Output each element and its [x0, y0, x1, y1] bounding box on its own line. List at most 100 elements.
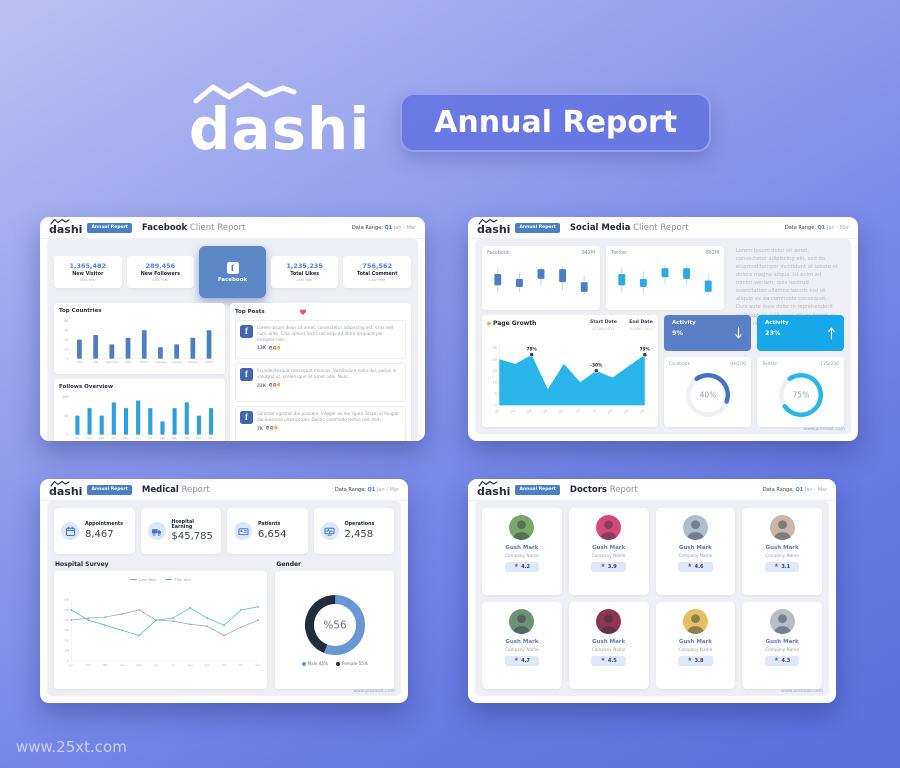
post-text: In pellentesque consequat rhoncus. Vesti…: [257, 368, 397, 379]
svg-text:Oct: Oct: [222, 663, 226, 667]
svg-text:Apr: Apr: [120, 663, 125, 667]
site-watermark: www.25xt.com: [16, 738, 127, 756]
stat-value: $45,785: [171, 531, 213, 543]
footer-link[interactable]: www.premast.com: [781, 689, 823, 694]
stat-label: Operations: [344, 522, 375, 528]
svg-text:Aug: Aug: [160, 436, 166, 440]
post-item[interactable]: f Lorem ipsum dolor sit amet, consectetur…: [235, 320, 406, 360]
post-item[interactable]: f Sit amet egestas dui posuere, integer e…: [235, 406, 406, 441]
page-header: dashi Annual Report: [0, 82, 900, 158]
svg-text:Sep: Sep: [205, 663, 210, 667]
doctor-card[interactable]: Gush Mark Company Name ★ 4.7: [482, 602, 562, 689]
candle-label: Facebook: [487, 251, 510, 256]
footer-link[interactable]: www.premast.com: [353, 689, 395, 694]
data-range-selector[interactable]: Data Range: Q1 Jan - Mar: [762, 486, 827, 493]
start-date[interactable]: Start Date 02 Jan 2021: [590, 320, 617, 331]
doctor-avatar: [596, 609, 622, 634]
data-range-selector[interactable]: Data Range: Q1 Jan - Mar: [784, 224, 849, 231]
svg-text:10: 10: [64, 347, 68, 351]
doctor-name: Gush Mark: [505, 639, 539, 645]
twitter-gauge-donut: 75%: [762, 367, 839, 422]
doctor-card[interactable]: Gush Mark Company Name ★ 3.9: [568, 508, 649, 595]
dashboard-title: Doctors Report: [569, 484, 638, 495]
svg-text:Dec: Dec: [208, 436, 214, 440]
doctor-company: Company Name: [678, 552, 713, 558]
post-item[interactable]: f In pellentesque consequat rhoncus. Vest…: [235, 363, 406, 403]
twitter-candlestick-chart: [611, 256, 719, 305]
reaction-count: 7K: [257, 425, 264, 431]
svg-text:Greece: Greece: [188, 360, 198, 364]
svg-text:May: May: [137, 663, 143, 667]
doctor-company: Company Name: [505, 646, 539, 652]
doctor-avatar: [769, 609, 795, 634]
haha-icon: [275, 382, 282, 388]
chart-title: Follows Overview: [59, 384, 114, 391]
candle-value: 862M: [705, 251, 719, 256]
doctor-card[interactable]: Gush Mark Company Name ★ 4.2: [482, 508, 562, 595]
stat-value: 756,562: [362, 262, 393, 271]
medical-stat-card: Hospital Earning $45,785: [140, 508, 221, 554]
doctor-card[interactable]: Gush Mark Company Name ★ 4.3: [742, 602, 822, 689]
gauge-value: 175/230: [820, 362, 839, 367]
gender-panel: %56 Male 45% Female 55%: [275, 571, 394, 689]
end-date[interactable]: End Date 30 Mar 2021: [628, 320, 653, 331]
top-posts-list: f Lorem ipsum dolor sit amet, consectetur…: [235, 316, 406, 441]
gauge-label: Twitter: [762, 362, 778, 367]
stat-value: 1,235,235: [286, 262, 323, 271]
svg-text:-30%: -30%: [590, 363, 603, 369]
medical-dashboard-body: Appointments 8,467 Hospital Earning $45,785…: [47, 501, 401, 696]
stat-card: 289,456 New Followers Last Year: [126, 256, 195, 288]
data-range-selector[interactable]: Data Range: Q1 Jan - Mar: [334, 486, 399, 493]
facebook-button[interactable]: f Facebook: [199, 246, 266, 298]
candle-value: 942M: [581, 251, 595, 256]
annual-report-badge: Annual Report: [400, 92, 712, 152]
earning-icon: [147, 522, 166, 540]
rating-value: 3.9: [607, 563, 617, 570]
hospital-survey-line-chart: 0 100 200 300 400 500 600 Jan Feb Mar Apr May Jun Jul…: [59, 582, 262, 684]
love-icon: [268, 425, 275, 431]
svg-text:Sep: Sep: [623, 408, 630, 415]
stat-label: Total Comment: [356, 271, 398, 277]
facebook-button-label: Facebook: [217, 276, 248, 283]
doctor-company: Company Name: [505, 552, 539, 558]
gauge-value: 94/100: [730, 362, 746, 367]
svg-text:200: 200: [64, 638, 69, 642]
doctor-card[interactable]: Gush Mark Company Name ★ 3.1: [742, 508, 822, 595]
footer-link[interactable]: www.premast.com: [803, 427, 845, 432]
facebook-dashboard: dashi Annual Report Facebook Client Repo…: [40, 217, 425, 441]
follows-overview-panel: Follows Overview 0 50 100 Jan Feb Mar Apr May Ju…: [54, 379, 225, 441]
svg-text:Dec: Dec: [256, 663, 262, 667]
doctor-company: Company Name: [678, 646, 713, 652]
twitter-candle-card: Twitter 862M: [606, 246, 724, 310]
star-icon: ★: [513, 656, 519, 663]
doctor-card[interactable]: Gush Mark Company Name ★ 3.8: [655, 602, 736, 689]
doctor-card[interactable]: Gush Mark Company Name ★ 4.6: [655, 508, 736, 595]
rating-badge: ★ 3.9: [591, 561, 626, 572]
top-countries-panel: Top Countries 0 10 20 30 40 USA UK Germany Italy…: [54, 303, 225, 375]
svg-text:500: 500: [64, 608, 69, 612]
svg-text:300: 300: [64, 628, 69, 632]
reaction-count: 13K: [257, 345, 267, 351]
gender-title: Gender: [276, 561, 302, 568]
doctor-avatar: [509, 515, 535, 540]
dashi-logo: dashi: [189, 82, 370, 158]
svg-text:Aug: Aug: [606, 408, 613, 415]
annual-report-mini-badge: Annual Report: [87, 222, 132, 233]
post-text: Sit amet egestas dui posuere, integer eu…: [257, 411, 399, 423]
doctor-card[interactable]: Gush Mark Company Name ★ 4.5: [568, 602, 649, 689]
doctor-name: Gush Mark: [765, 639, 799, 645]
facebook-candlestick-chart: [487, 256, 595, 305]
svg-text:0: 0: [495, 403, 497, 407]
svg-text:USA: USA: [77, 360, 83, 364]
svg-text:5: 5: [495, 392, 497, 396]
svg-text:Australia: Australia: [154, 360, 166, 364]
svg-text:Jan: Jan: [493, 408, 500, 415]
activity-up-card[interactable]: Activity 23%: [757, 315, 844, 351]
doctors-dashboard-header: dashi Annual Report Doctors Report Data …: [468, 479, 836, 501]
activity-down-card[interactable]: Activity 9%: [664, 315, 751, 351]
stat-value: 2,458: [344, 528, 374, 540]
data-range-selector[interactable]: Data Range: Q1 Jan - Mar: [351, 224, 416, 231]
candle-label: Twitter: [611, 251, 628, 256]
post-text: Lorem ipsum dolor sit amet, consectetur …: [257, 325, 394, 342]
stat-value: 8,467: [85, 528, 114, 540]
